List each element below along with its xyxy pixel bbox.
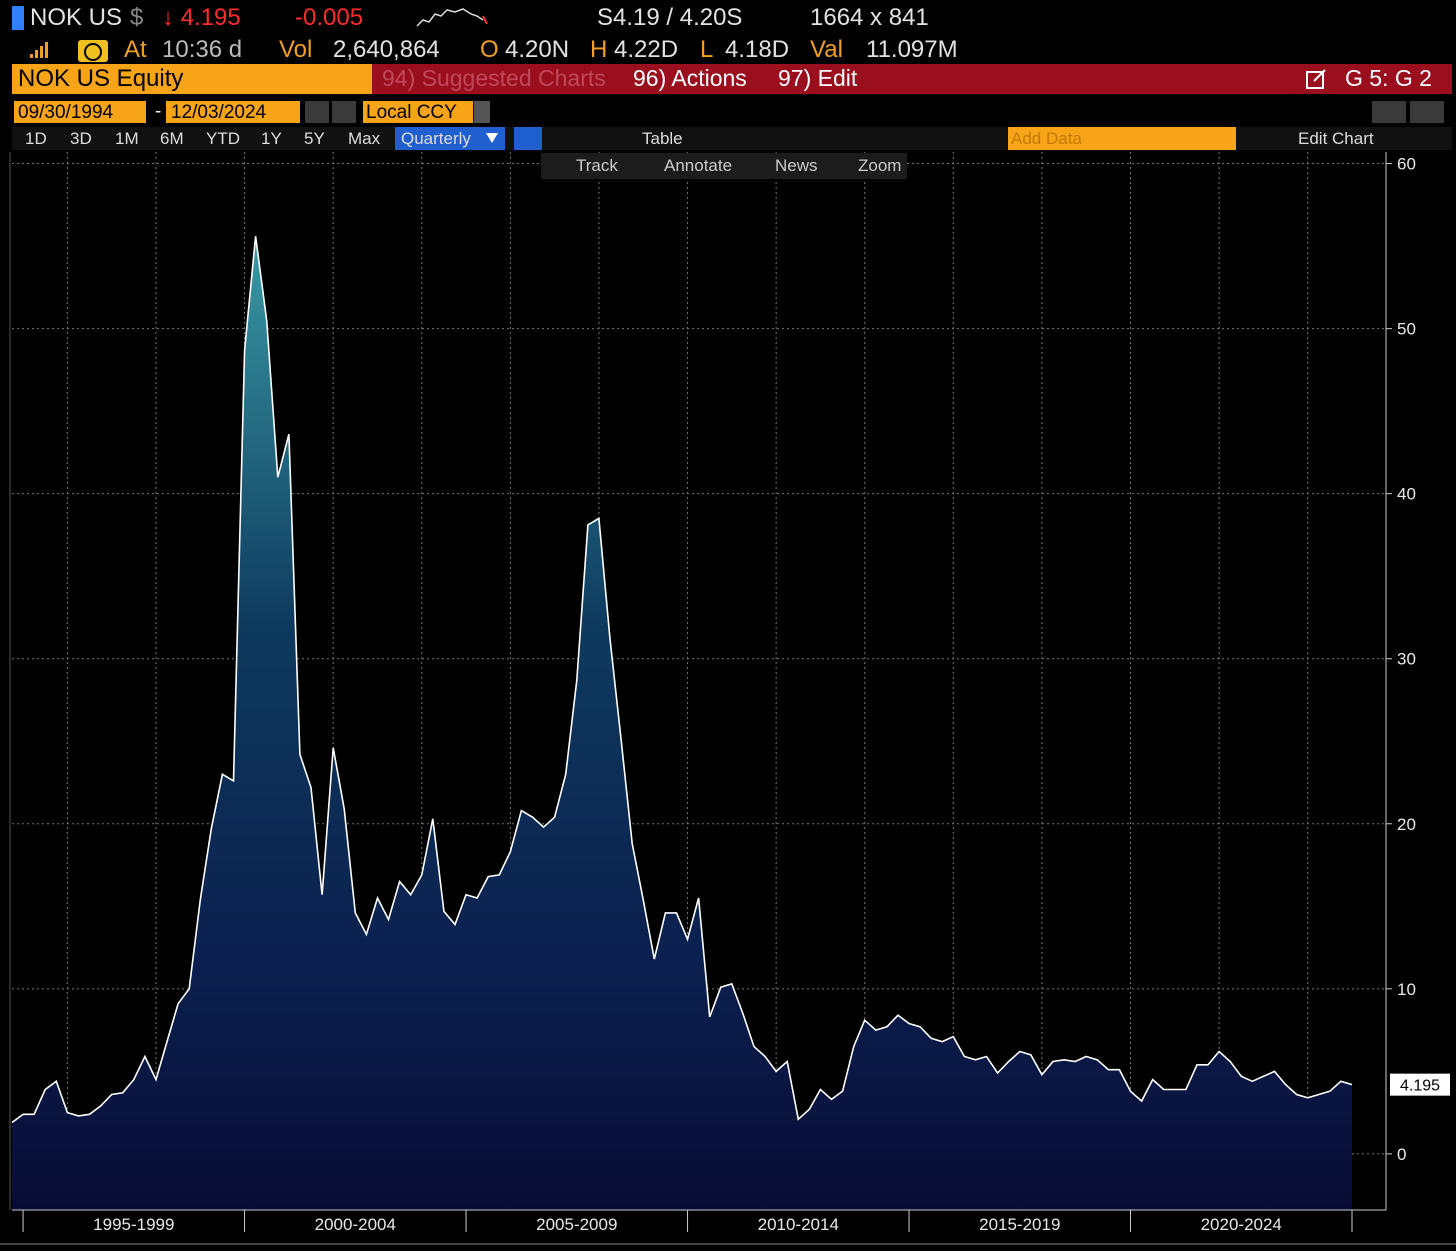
undo-button[interactable] [1372, 101, 1406, 123]
end-date[interactable]: 12/03/2024 [171, 102, 267, 123]
val-label: Val [810, 36, 843, 63]
popout-icon[interactable] [1305, 68, 1329, 90]
y-tick-label: 40 [1397, 485, 1416, 504]
next-button[interactable] [332, 101, 356, 123]
period-button[interactable]: 5Y [304, 129, 325, 148]
y-tick-label: 30 [1397, 650, 1416, 669]
high: 4.22D [614, 36, 679, 63]
last-value-label: 4.195 [1400, 1078, 1440, 1095]
time: 10:36 d [162, 36, 243, 63]
prev-button[interactable] [305, 101, 329, 123]
line-chart-button[interactable] [514, 127, 542, 150]
time-label: At [124, 36, 147, 63]
open: 4.20N [505, 36, 570, 63]
low: 4.18D [725, 36, 790, 63]
x-tick-label: 2010-2014 [758, 1215, 839, 1234]
tool-button[interactable]: Annotate [664, 156, 733, 175]
high-label: H [590, 36, 608, 63]
x-tick-label: 2005-2009 [536, 1215, 617, 1234]
period-button[interactable]: 6M [160, 129, 184, 148]
last-value-box [1390, 1073, 1450, 1096]
currency-box[interactable] [363, 101, 473, 123]
currency-select[interactable]: Local CCY [366, 102, 457, 123]
security[interactable]: NOK US Equity [18, 65, 184, 92]
y-tick-label: 60 [1397, 155, 1416, 174]
area-fill [12, 236, 1352, 1210]
price: ↓ 4.195 [162, 4, 241, 31]
status-icons [30, 40, 108, 62]
start-date[interactable]: 09/30/1994 [18, 102, 114, 123]
low-label: L [700, 36, 714, 63]
period-button[interactable]: YTD [206, 129, 240, 148]
x-tick-label: 2000-2004 [315, 1215, 396, 1234]
period-button[interactable]: 3D [70, 129, 92, 148]
change: -0.005 [295, 4, 364, 31]
edit-menu[interactable]: 97) Edit [778, 65, 858, 91]
end-date-box[interactable] [166, 101, 300, 123]
currency-dropdown[interactable] [474, 101, 490, 123]
volume: 2,640,864 [333, 36, 440, 63]
size: 1664 x 841 [810, 4, 929, 31]
currency: $ [130, 4, 144, 31]
date-separator: - [155, 101, 162, 122]
frequency[interactable]: Quarterly [401, 129, 471, 148]
add-data[interactable]: Add Data [1011, 129, 1082, 148]
security-box[interactable] [12, 64, 372, 94]
tool-bar [541, 153, 907, 179]
start-date-box[interactable] [14, 101, 146, 123]
period-button[interactable]: 1D [25, 129, 47, 148]
actions-menu[interactable]: 96) Actions [633, 65, 747, 91]
period-button[interactable]: Max [348, 129, 381, 148]
y-tick-label: 50 [1397, 320, 1416, 339]
tool-button[interactable]: News [775, 156, 818, 175]
edit-chart[interactable]: Edit Chart [1298, 129, 1374, 148]
sparkline [416, 8, 488, 27]
x-tick-label: 2015-2019 [979, 1215, 1060, 1234]
bid-ask: S4.19 / 4.20S [597, 4, 743, 31]
menu-bar [372, 64, 1452, 94]
ticker: NOK US [30, 4, 123, 31]
x-tick-label: 1995-1999 [93, 1215, 174, 1234]
price-line [11, 236, 1353, 1124]
value-traded: 11.097M [866, 36, 958, 63]
suggested-charts[interactable]: 94) Suggested Charts [382, 65, 606, 91]
y-tick-label: 10 [1397, 980, 1416, 999]
period-button[interactable]: 1M [115, 129, 139, 148]
vol-label: Vol [279, 36, 313, 63]
tool-button[interactable]: Zoom [858, 156, 902, 175]
frequency-caret[interactable] [485, 132, 499, 144]
table-button[interactable]: Table [642, 129, 683, 148]
y-tick-label: 20 [1397, 815, 1416, 834]
period-button[interactable]: 1Y [261, 129, 282, 148]
redo-button[interactable] [1410, 101, 1444, 123]
x-tick-label: 2020-2024 [1201, 1215, 1282, 1234]
tool-button[interactable]: Track [576, 156, 618, 175]
y-tick-label: 0 [1397, 1145, 1406, 1164]
add-data-box[interactable] [1008, 127, 1236, 150]
open-label: O [480, 36, 499, 63]
page-indicator: G 5: G 2 [1345, 65, 1432, 91]
frequency-box[interactable] [395, 127, 505, 150]
ticker-marker [12, 6, 24, 30]
